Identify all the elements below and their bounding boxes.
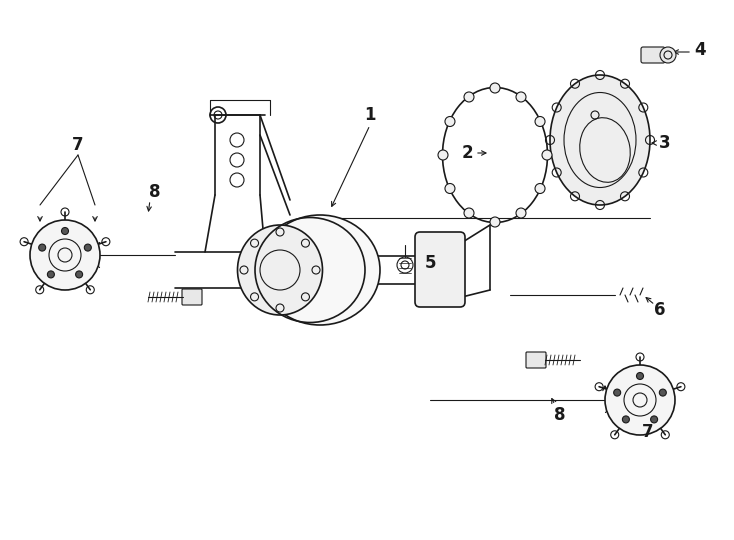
- Circle shape: [660, 47, 676, 63]
- Circle shape: [39, 244, 46, 251]
- Circle shape: [614, 389, 621, 396]
- Text: 7: 7: [72, 136, 84, 154]
- Circle shape: [516, 92, 526, 102]
- Text: 7: 7: [642, 423, 654, 441]
- Circle shape: [438, 150, 448, 160]
- Circle shape: [445, 117, 455, 126]
- Circle shape: [30, 220, 100, 290]
- Text: 4: 4: [694, 41, 706, 59]
- Circle shape: [464, 92, 474, 102]
- FancyBboxPatch shape: [415, 232, 465, 307]
- Ellipse shape: [238, 225, 322, 315]
- FancyBboxPatch shape: [526, 352, 546, 368]
- Circle shape: [48, 271, 54, 278]
- Ellipse shape: [550, 75, 650, 205]
- Circle shape: [516, 208, 526, 218]
- Circle shape: [650, 416, 658, 423]
- Text: 8: 8: [149, 183, 161, 201]
- FancyBboxPatch shape: [182, 289, 202, 305]
- Circle shape: [542, 150, 552, 160]
- Circle shape: [659, 389, 666, 396]
- Circle shape: [535, 184, 545, 193]
- Circle shape: [62, 227, 68, 234]
- Ellipse shape: [260, 215, 380, 325]
- Text: 2: 2: [461, 144, 473, 162]
- Circle shape: [490, 83, 500, 93]
- Circle shape: [605, 365, 675, 435]
- Circle shape: [76, 271, 83, 278]
- Text: 8: 8: [554, 406, 566, 424]
- Text: 1: 1: [364, 106, 376, 124]
- Text: 6: 6: [654, 301, 666, 319]
- Circle shape: [622, 416, 629, 423]
- Text: 3: 3: [659, 134, 671, 152]
- Circle shape: [445, 184, 455, 193]
- Circle shape: [464, 208, 474, 218]
- Text: 5: 5: [424, 254, 436, 272]
- Circle shape: [490, 217, 500, 227]
- Circle shape: [535, 117, 545, 126]
- FancyBboxPatch shape: [641, 47, 665, 63]
- Circle shape: [84, 244, 91, 251]
- Circle shape: [636, 373, 644, 380]
